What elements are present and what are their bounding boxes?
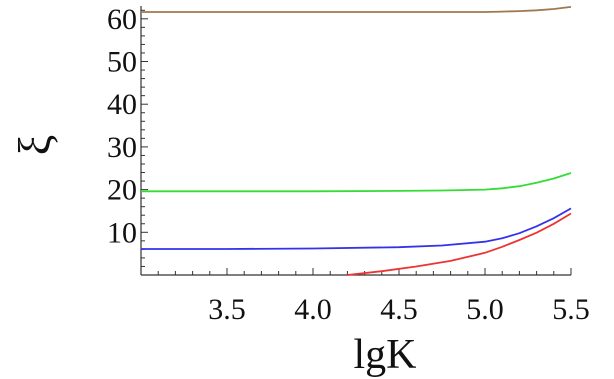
y-axis-title: ξ: [9, 135, 60, 156]
y-tick-label: 50: [107, 46, 137, 79]
axes: [140, 6, 571, 276]
y-tick-label: 30: [107, 131, 137, 164]
y-tick-label: 10: [107, 216, 137, 249]
y-tick-label: 60: [107, 3, 137, 36]
x-tick-label: 3.5: [208, 293, 246, 326]
series-line-1: [141, 6, 572, 13]
series-line-4: [347, 212, 572, 276]
y-tick-label: 20: [107, 174, 137, 207]
x-tick-label: 5.0: [466, 293, 504, 326]
series-group: [141, 6, 572, 276]
x-tick-label: 4.0: [294, 293, 332, 326]
y-tick-label: 40: [107, 88, 137, 121]
x-tick-label: 4.5: [380, 293, 418, 326]
x-tick-label: 5.5: [552, 293, 590, 326]
series-line-3: [141, 207, 572, 250]
x-axis-title: lgK: [354, 332, 417, 378]
ticks: 3.5 4.0 4.5 5.0 5.5 10 20 30 40 50 60: [107, 3, 590, 326]
series-line-2: [141, 172, 572, 193]
